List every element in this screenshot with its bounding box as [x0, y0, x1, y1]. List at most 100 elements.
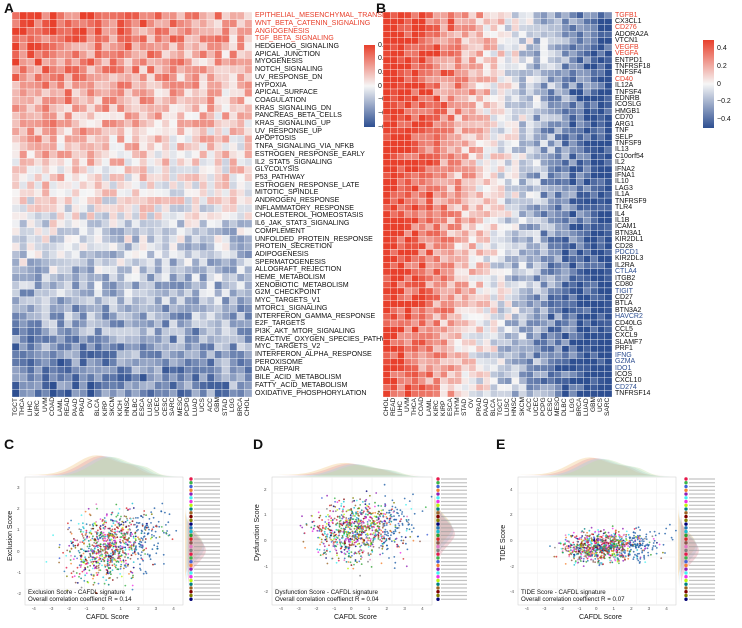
heatmap-cell	[116, 73, 125, 82]
heatmap-cell	[34, 181, 43, 190]
heatmap-cell	[56, 173, 65, 182]
heatmap-cell	[461, 358, 470, 366]
heatmap-cell	[154, 381, 163, 390]
heatmap-cell	[468, 306, 477, 314]
heatmap-cell	[41, 312, 50, 321]
heatmap-cell	[64, 58, 73, 67]
heatmap-cell	[504, 18, 513, 26]
heatmap-cell	[483, 319, 491, 327]
scatter-point	[120, 554, 123, 557]
heatmap-cell	[583, 185, 591, 192]
heatmap-cell	[568, 204, 577, 212]
heatmap-cell	[604, 133, 612, 141]
scatter-point	[81, 548, 83, 551]
row-label: SLAMF7	[615, 338, 643, 346]
scatter-point	[88, 536, 91, 538]
heatmap-cell	[71, 96, 80, 105]
heatmap-cell	[404, 133, 412, 141]
heatmap-cell	[440, 172, 448, 180]
heatmap-cell	[214, 350, 223, 359]
heatmap-cell	[554, 383, 563, 391]
heatmap-cell	[583, 133, 591, 141]
heatmap-cell	[199, 265, 208, 275]
heatmap-cell	[191, 181, 200, 190]
scatter-point	[102, 543, 105, 546]
heatmap-cell	[383, 223, 391, 231]
heatmap-cell	[229, 389, 238, 397]
heatmap-cell	[475, 210, 484, 218]
heatmap-cell	[518, 236, 527, 244]
heatmap-cell	[221, 373, 230, 382]
heatmap-cell	[161, 119, 170, 128]
heatmap-cell	[483, 364, 491, 372]
heatmap-cell	[468, 197, 477, 205]
heatmap-cell	[199, 96, 208, 105]
heatmap-cell	[56, 196, 65, 205]
row-label: CCL5	[615, 326, 633, 334]
heatmap-cell	[468, 120, 477, 128]
heatmap-cell	[576, 165, 584, 173]
heatmap-cell	[518, 12, 527, 19]
heatmap-cell	[540, 127, 548, 135]
heatmap-cell	[418, 31, 427, 38]
heatmap-cell	[475, 255, 484, 263]
scatter-point	[128, 508, 131, 511]
scatter-point	[69, 550, 71, 553]
heatmap-cell	[518, 152, 527, 160]
scatter-point	[88, 556, 90, 559]
heatmap-cell	[19, 373, 28, 382]
x-tick-label: -1	[84, 606, 89, 611]
heatmap-cell	[533, 249, 541, 257]
heatmap-cell	[199, 158, 208, 167]
scatter-point	[124, 552, 126, 554]
scatter-point	[95, 542, 97, 545]
heatmap-cell	[432, 294, 441, 301]
scatter-point	[104, 564, 106, 566]
heatmap-cell	[425, 306, 434, 314]
heatmap-cell	[214, 19, 223, 28]
heatmap-cell	[19, 111, 28, 121]
scatter-point	[133, 542, 135, 545]
row-label: COMPLEMENT	[255, 226, 306, 235]
column-label: PRAD	[79, 397, 87, 416]
heatmap-cell	[176, 319, 185, 328]
heatmap-cell	[34, 50, 43, 59]
heatmap-cell	[590, 140, 598, 147]
scatter-point	[410, 524, 413, 526]
heatmap-cell	[94, 58, 103, 67]
heatmap-cell	[169, 27, 178, 36]
heatmap-cell	[26, 81, 35, 90]
scatter-point	[75, 572, 78, 574]
heatmap-cell	[511, 133, 520, 141]
heatmap-cell	[547, 217, 555, 224]
heatmap-cell	[383, 31, 391, 38]
heatmap-cell	[124, 81, 133, 90]
heatmap-cell	[64, 88, 73, 97]
heatmap-cell	[71, 212, 80, 221]
heatmap-cell	[432, 191, 441, 199]
heatmap-cell	[56, 111, 65, 121]
scatter-point	[93, 541, 96, 544]
heatmap-cell	[547, 12, 555, 19]
heatmap-cell	[511, 242, 520, 250]
heatmap-cell	[199, 235, 208, 244]
heatmap-cell	[389, 108, 398, 115]
scatter-point	[92, 583, 95, 586]
heatmap-cell	[131, 296, 140, 305]
heatmap-cell	[94, 289, 103, 298]
heatmap-cell	[547, 120, 555, 128]
scatter-point	[136, 525, 138, 527]
heatmap-cell	[26, 350, 35, 359]
heatmap-cell	[229, 88, 238, 97]
heatmap-cell	[540, 75, 548, 83]
heatmap-cell	[447, 114, 455, 122]
scatter-point	[103, 557, 106, 560]
heatmap-cell	[49, 173, 58, 182]
heatmap-cell	[511, 88, 520, 96]
heatmap-cell	[504, 159, 513, 167]
heatmap-cell	[518, 345, 527, 353]
heatmap-cell	[229, 319, 238, 328]
heatmap-cell	[604, 165, 612, 173]
heatmap-cell	[49, 235, 58, 244]
heatmap-cell	[604, 236, 612, 244]
